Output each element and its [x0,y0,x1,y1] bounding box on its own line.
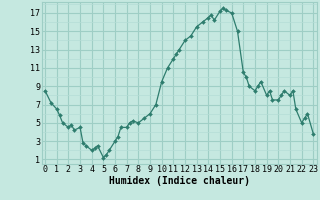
X-axis label: Humidex (Indice chaleur): Humidex (Indice chaleur) [109,176,250,186]
